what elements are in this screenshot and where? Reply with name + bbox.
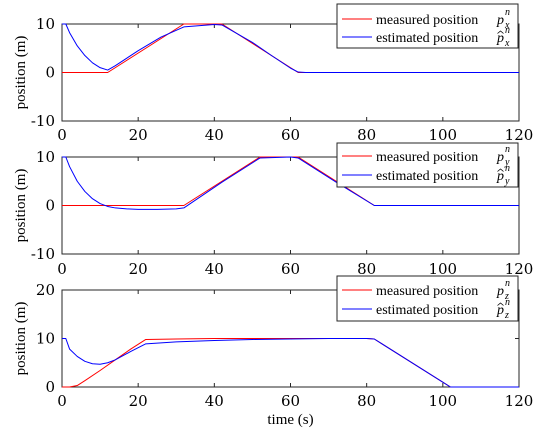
- y-tick-labels: -10 0 10: [31, 15, 55, 130]
- legend-label-measured: measured position: [376, 13, 478, 28]
- legend-symbol-estimated: p: [496, 31, 504, 46]
- x-tick-label: 40: [205, 126, 224, 144]
- legend-superscript-measured: n: [505, 278, 510, 289]
- series-line-estimated: [62, 23, 519, 73]
- legend-superscript-measured: n: [505, 144, 510, 155]
- legend-superscript-measured: n: [505, 7, 510, 18]
- legend-label-measured: measured position: [376, 284, 478, 299]
- x-tick-label: 120: [505, 126, 534, 144]
- y-tick-labels: -10 0 10: [31, 148, 55, 263]
- legend-box: [336, 275, 519, 322]
- subplot-x-position: 0 20 40 60 80 100 120 -10 0 10 position …: [13, 3, 533, 144]
- legend-subscript-estimated: x: [504, 38, 510, 49]
- legend-superscript-estimated: n: [505, 297, 510, 308]
- y-tick-label: 10: [36, 148, 55, 166]
- y-axis-label: position (m): [13, 302, 29, 376]
- subplot-z-position: 0 20 40 60 80 100 120 0 10 20 position (…: [13, 275, 533, 428]
- x-tick-label: 60: [281, 126, 300, 144]
- y-tick-label: 0: [45, 378, 55, 396]
- x-tick-label: 60: [281, 392, 300, 410]
- x-tick-label: 80: [357, 392, 376, 410]
- legend-subscript-estimated: y: [504, 176, 510, 187]
- legend-superscript-estimated: n: [505, 163, 510, 174]
- y-axis-label: position (m): [13, 36, 29, 110]
- legend-box: [336, 142, 519, 188]
- legend-subscript-measured: x: [504, 20, 510, 31]
- y-tick-label: 0: [45, 197, 55, 215]
- y-tick-label: 10: [36, 330, 55, 348]
- x-tick-label: 0: [57, 126, 67, 144]
- y-tick-label: 0: [45, 64, 55, 82]
- x-tick-label: 0: [57, 260, 67, 278]
- hat-accent: [497, 302, 504, 306]
- legend-label-measured: measured position: [376, 150, 478, 165]
- x-tick-label: 100: [428, 260, 457, 278]
- legend-symbol-measured: p: [496, 13, 504, 28]
- y-tick-label: -10: [31, 112, 55, 130]
- x-tick-label: 20: [129, 392, 148, 410]
- x-tick-label: 20: [129, 260, 148, 278]
- legend-symbol-letter: p: [496, 169, 504, 184]
- y-tick-label: -10: [31, 245, 55, 263]
- legend-superscript-estimated: n: [505, 25, 510, 36]
- x-tick-label: 100: [428, 126, 457, 144]
- legend-symbol-estimated: p: [496, 169, 504, 184]
- subplot-y-position: 0 20 40 60 80 100 120 -10 0 10 position …: [13, 142, 533, 278]
- legend: measured position p n z estimated positi…: [336, 275, 519, 322]
- legend-symbol-letter: p: [496, 303, 504, 318]
- x-tick-label: 120: [505, 392, 534, 410]
- hat-accent: [497, 168, 504, 172]
- legend-symbol-measured: p: [496, 150, 504, 165]
- legend: measured position p n y estimated positi…: [336, 142, 519, 188]
- x-tick-label: 40: [205, 392, 224, 410]
- series-lines: [62, 23, 519, 73]
- legend-label-estimated: estimated position: [376, 31, 478, 46]
- legend: measured position p n x estimated positi…: [336, 3, 519, 49]
- x-tick-label: 100: [428, 392, 457, 410]
- hat-accent: [497, 30, 504, 34]
- y-tick-label: 10: [36, 15, 55, 33]
- legend-subscript-estimated: z: [504, 310, 509, 321]
- legend-label-estimated: estimated position: [376, 169, 478, 184]
- x-tick-label: 120: [505, 260, 534, 278]
- legend-symbol-estimated: p: [496, 303, 504, 318]
- x-tick-label: 40: [205, 260, 224, 278]
- y-axis-label: position (m): [13, 169, 29, 243]
- legend-box: [336, 3, 519, 49]
- x-axis-label: time (s): [267, 412, 313, 428]
- x-tick-label: 0: [57, 392, 67, 410]
- series-line-estimated: [62, 338, 519, 388]
- x-tick-label: 60: [281, 260, 300, 278]
- x-tick-labels: 0 20 40 60 80 100 120: [57, 260, 533, 278]
- x-tick-labels: 0 20 40 60 80 100 120: [57, 126, 533, 144]
- series-lines: [62, 156, 519, 210]
- legend-subscript-measured: y: [504, 157, 510, 168]
- series-line-estimated: [62, 156, 519, 210]
- y-tick-labels: 0 10 20: [36, 281, 55, 396]
- legend-symbol-letter: p: [496, 31, 504, 46]
- legend-symbol-letter: p: [496, 13, 504, 28]
- legend-label-estimated: estimated position: [376, 303, 478, 318]
- x-tick-label: 80: [357, 260, 376, 278]
- y-tick-label: 20: [36, 281, 55, 299]
- x-tick-label: 80: [357, 126, 376, 144]
- legend-symbol-measured: p: [496, 284, 504, 299]
- x-tick-label: 20: [129, 126, 148, 144]
- x-tick-labels: 0 20 40 60 80 100 120: [57, 392, 533, 410]
- legend-symbol-letter: p: [496, 150, 504, 165]
- series-lines: [62, 338, 519, 388]
- legend-subscript-measured: z: [504, 291, 509, 302]
- legend-symbol-letter: p: [496, 284, 504, 299]
